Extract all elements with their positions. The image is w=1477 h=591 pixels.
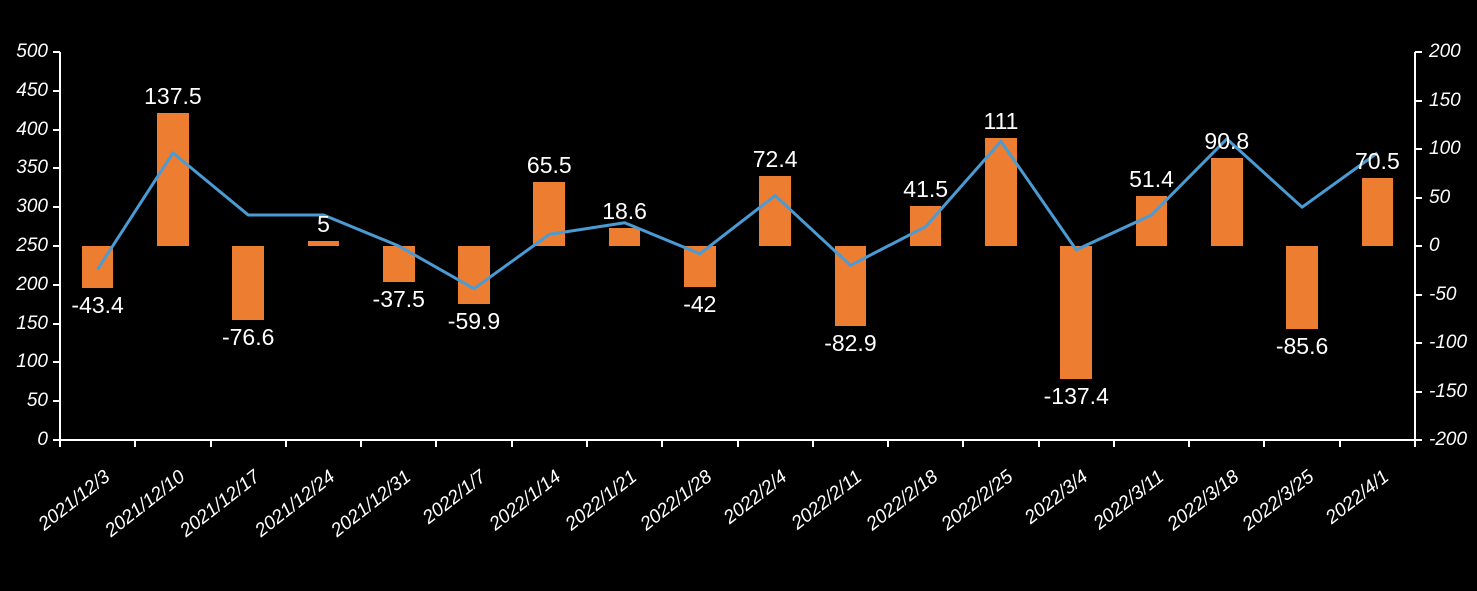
bar-data-label: 111 (951, 108, 1051, 135)
chart-container: 050100150200250300350400450500 -200-150-… (0, 0, 1477, 591)
bar-data-label: 51.4 (1102, 166, 1202, 193)
bar-data-label: 72.4 (725, 146, 825, 173)
bar-data-label: 18.6 (575, 198, 675, 225)
bar-data-label: -43.4 (48, 292, 148, 319)
bar-data-label: -82.9 (800, 330, 900, 357)
bar-data-label: 5 (273, 211, 373, 238)
bar-data-label: 65.5 (499, 152, 599, 179)
bar-data-label: 70.5 (1327, 148, 1427, 175)
bar-data-label: -76.6 (198, 324, 298, 351)
bar-data-label: -85.6 (1252, 333, 1352, 360)
bar-data-label: -42 (650, 291, 750, 318)
bar-data-label: -59.9 (424, 308, 524, 335)
bar-data-label: 41.5 (876, 176, 976, 203)
bar-data-label: 137.5 (123, 83, 223, 110)
bar-data-label: 90.8 (1177, 128, 1277, 155)
bar-data-label: -137.4 (1026, 383, 1126, 410)
